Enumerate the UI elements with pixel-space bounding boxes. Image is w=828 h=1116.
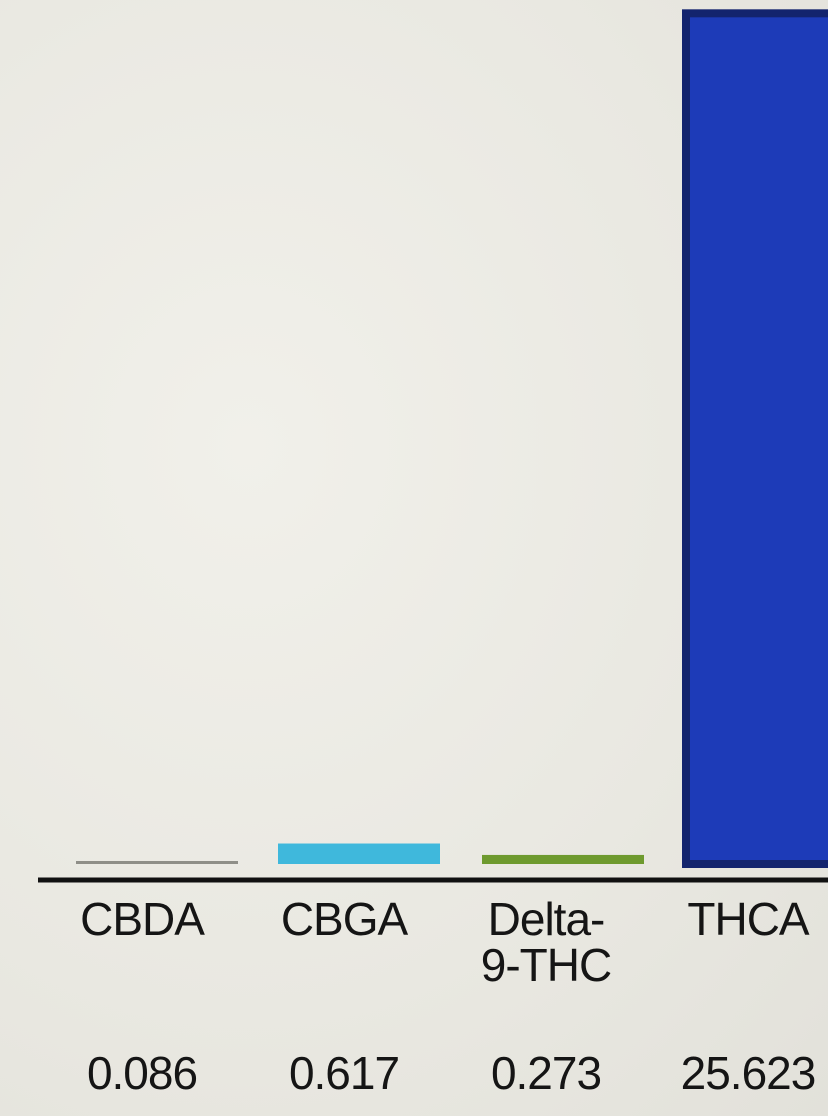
category-label-delta-9-thc: Delta- 9-THC: [480, 893, 612, 991]
value-label-cbda: 0.086: [86, 1047, 198, 1099]
category-label-cbda: CBDA: [80, 893, 205, 945]
category-label-cbga: CBGA: [280, 893, 408, 945]
bar-cbda: [76, 861, 238, 864]
bar-cbga: [278, 843, 440, 864]
category-label-thca: THCA: [687, 893, 809, 945]
bar-delta-9-thc: [482, 854, 644, 864]
value-label-thca: 25.623: [680, 1047, 817, 1099]
value-label-cbga: 0.617: [288, 1047, 400, 1099]
bar-thca: [682, 9, 828, 868]
bars-group: [76, 9, 828, 868]
value-label-delta-9-thc: 0.273: [490, 1047, 602, 1099]
